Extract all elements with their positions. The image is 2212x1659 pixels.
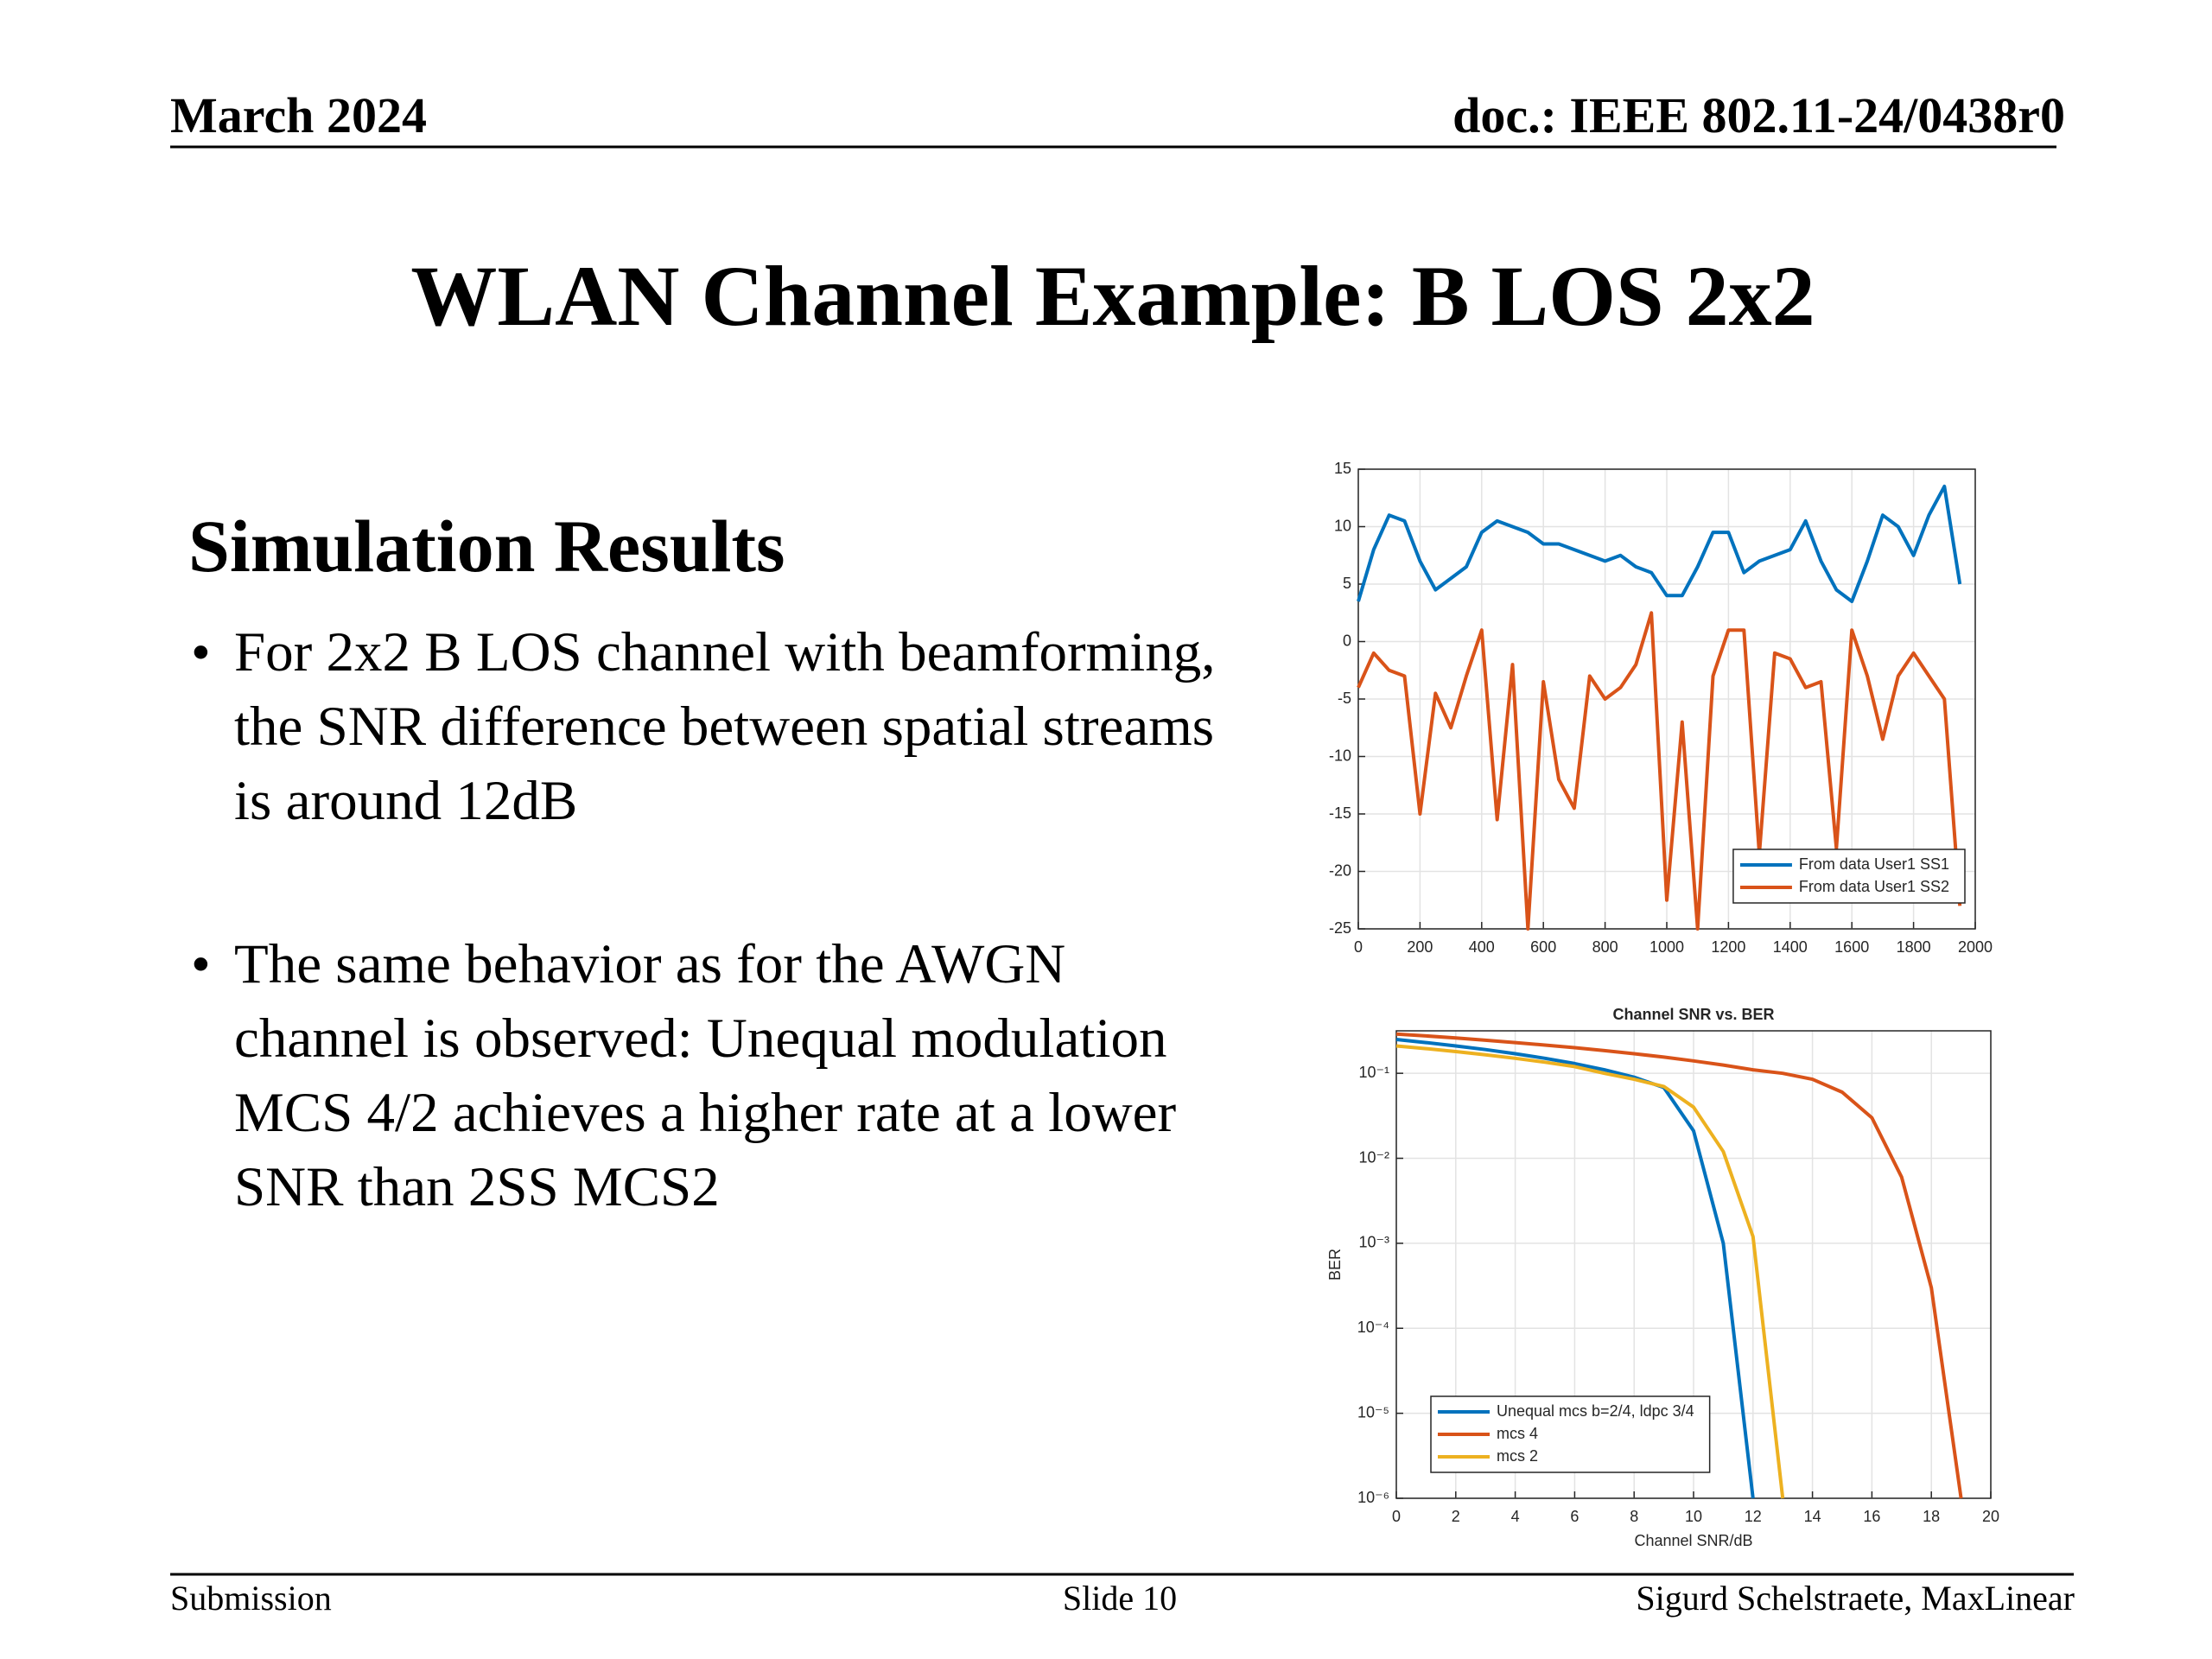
header-date: March 2024 (170, 87, 427, 143)
series-line (1395, 1044, 1785, 1499)
y-tick-label: 10⁻⁴ (1357, 1319, 1389, 1336)
x-tick-label: 8 (1630, 1508, 1638, 1525)
section-heading: Simulation Results (188, 505, 785, 588)
y-tick-label: 10⁻⁵ (1357, 1403, 1389, 1421)
y-tick-label: 10⁻⁶ (1357, 1489, 1389, 1506)
x-tick-label: 1000 (1649, 938, 1684, 956)
legend: Unequal mcs b=2/4, ldpc 3/4 mcs 4 mcs 2 (1430, 1395, 1711, 1473)
footer-center: Slide 10 (1062, 1579, 1178, 1618)
legend-label: Unequal mcs b=2/4, ldpc 3/4 (1497, 1402, 1694, 1420)
y-axis-label: BER (1326, 1249, 1344, 1281)
legend-box (1732, 849, 1966, 904)
y-tick-label: 10⁻² (1358, 1148, 1389, 1166)
x-tick-label: 6 (1570, 1508, 1579, 1525)
header-doc: doc.: IEEE 802.11-24/0438r0 (1452, 87, 2065, 143)
legend: From data User1 SS1 From data User1 SS2 (1732, 849, 1966, 904)
y-tick-label: -15 (1329, 804, 1351, 822)
y-tick-label: -25 (1329, 919, 1351, 937)
x-tick-label: 1400 (1773, 938, 1808, 956)
legend-label: mcs 2 (1497, 1447, 1538, 1465)
y-tick-label: 10⁻¹ (1358, 1064, 1389, 1081)
x-tick-label: 20 (1982, 1508, 1999, 1525)
series-line (1395, 1038, 1755, 1499)
x-tick-label: 400 (1469, 938, 1495, 956)
y-tick-label: -20 (1329, 861, 1351, 879)
x-tick-label: 14 (1804, 1508, 1821, 1525)
series-line (1357, 484, 1962, 603)
x-tick-label: 0 (1354, 938, 1363, 956)
y-tick-label: -10 (1329, 747, 1351, 764)
footer-left: Submission (170, 1579, 332, 1618)
footer-right: Sigurd Schelstraete, MaxLinear (1636, 1579, 2075, 1618)
x-tick-label: 1800 (1897, 938, 1931, 956)
chart-title: Channel SNR vs. BER (1612, 1006, 1774, 1023)
x-tick-label: 12 (1745, 1508, 1762, 1525)
x-tick-label: 4 (1511, 1508, 1520, 1525)
y-tick-label: -5 (1338, 690, 1351, 707)
series-line (1395, 1032, 1963, 1499)
x-tick-label: 18 (1923, 1508, 1940, 1525)
bullet: For 2x2 B LOS channel with beamforming, … (191, 615, 1228, 838)
slide-title: WLAN Channel Example: B LOS 2x2 (410, 248, 1815, 344)
x-axis-label: Channel SNR/dB (1634, 1532, 1752, 1549)
x-tick-label: 10 (1685, 1508, 1702, 1525)
y-tick-label: 10 (1334, 517, 1351, 534)
x-tick-label: 2 (1452, 1508, 1460, 1525)
x-tick-label: 1600 (1834, 938, 1869, 956)
series-line (1357, 611, 1962, 931)
x-tick-label: 200 (1407, 938, 1433, 956)
x-tick-label: 16 (1863, 1508, 1880, 1525)
y-tick-label: 10⁻³ (1358, 1234, 1389, 1251)
y-tick-label: 0 (1343, 632, 1351, 649)
x-tick-label: 1200 (1711, 938, 1745, 956)
x-tick-label: 600 (1530, 938, 1556, 956)
x-tick-label: 2000 (1958, 938, 1993, 956)
legend-label: From data User1 SS2 (1799, 878, 1949, 895)
legend-label: From data User1 SS1 (1799, 855, 1949, 873)
legend-label: mcs 4 (1497, 1425, 1538, 1442)
plot-frame (1357, 468, 1976, 930)
x-tick-label: 800 (1592, 938, 1618, 956)
y-tick-label: 15 (1334, 460, 1351, 477)
plot-frame (1395, 1030, 1992, 1499)
bullet: The same behavior as for the AWGN channe… (191, 927, 1228, 1224)
y-tick-label: 5 (1343, 575, 1351, 592)
x-tick-label: 0 (1392, 1508, 1401, 1525)
